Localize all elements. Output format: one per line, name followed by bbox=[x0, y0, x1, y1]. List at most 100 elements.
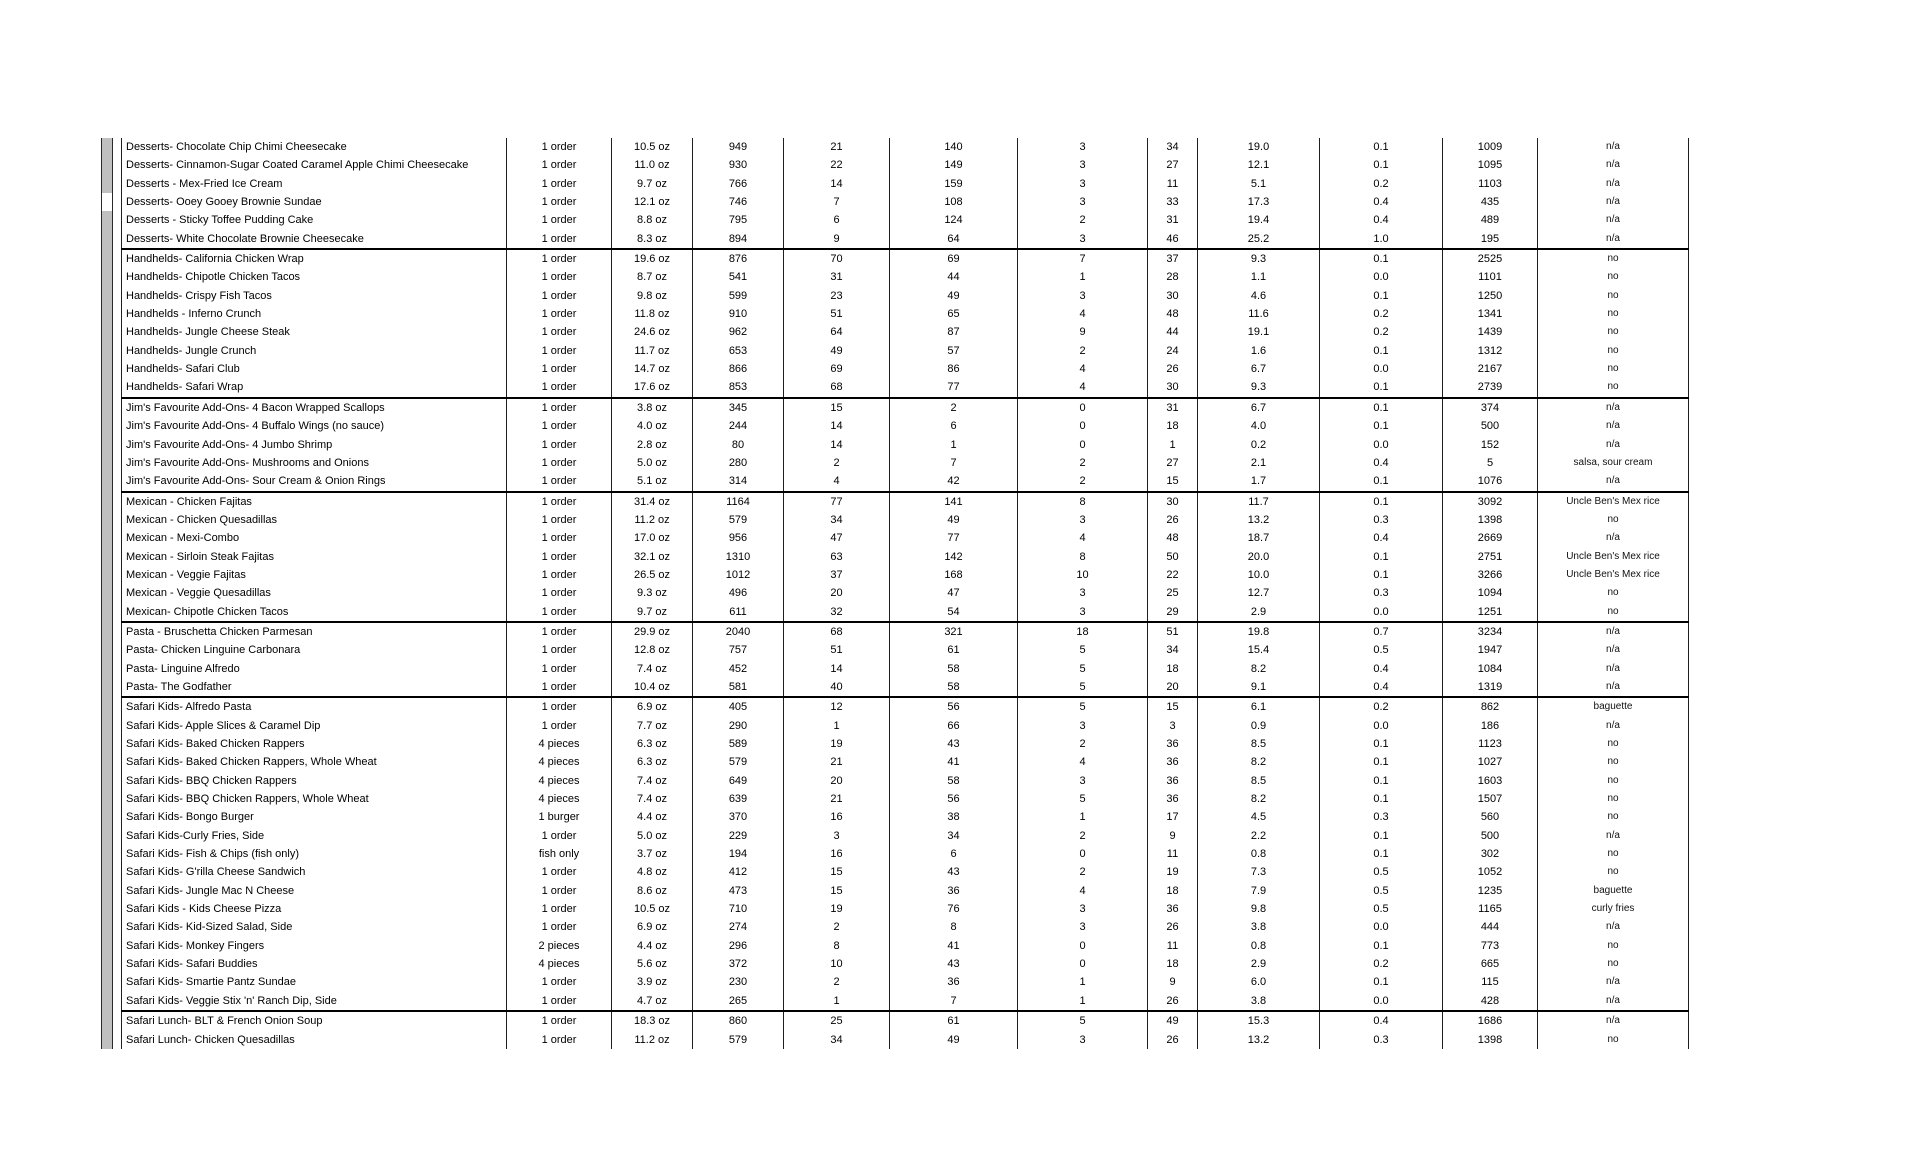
cell-protein[interactable]: 1 bbox=[784, 716, 890, 735]
cell-item-name[interactable]: Jim's Favourite Add-Ons- Sour Cream & On… bbox=[121, 472, 507, 491]
cell-carbs[interactable]: 36 bbox=[890, 881, 1018, 901]
cell-trans-fat[interactable]: 0.1 bbox=[1320, 378, 1443, 397]
cell-trans-fat[interactable]: 0.0 bbox=[1320, 268, 1443, 287]
cell-calories[interactable]: 1164 bbox=[693, 492, 784, 511]
cell-carbs[interactable]: 54 bbox=[890, 602, 1018, 621]
cell-calories[interactable]: 314 bbox=[693, 472, 784, 491]
cell-saturated-fat[interactable]: 1.7 bbox=[1198, 472, 1320, 491]
cell-fibre[interactable]: 5 bbox=[1018, 790, 1148, 809]
cell-trans-fat[interactable]: 0.1 bbox=[1320, 156, 1443, 175]
cell-fibre[interactable]: 3 bbox=[1018, 602, 1148, 621]
cell-item-name[interactable]: Jim's Favourite Add-Ons- 4 Bacon Wrapped… bbox=[121, 398, 507, 418]
cell-saturated-fat[interactable]: 11.7 bbox=[1198, 492, 1320, 511]
cell-fat[interactable]: 25 bbox=[1148, 584, 1198, 603]
cell-trans-fat[interactable]: 0.0 bbox=[1320, 918, 1443, 937]
cell-item-name[interactable]: Safari Kids- Safari Buddies bbox=[121, 955, 507, 974]
cell-weight[interactable]: 17.0 oz bbox=[612, 529, 693, 548]
cell-saturated-fat[interactable]: 2.2 bbox=[1198, 826, 1320, 846]
cell-weight[interactable]: 17.6 oz bbox=[612, 378, 693, 397]
cell-serving-size[interactable]: 1 order bbox=[507, 305, 612, 324]
cell-protein[interactable]: 34 bbox=[784, 1030, 890, 1049]
cell-fat[interactable]: 20 bbox=[1148, 677, 1198, 697]
cell-fibre[interactable]: 4 bbox=[1018, 881, 1148, 901]
cell-weight[interactable]: 19.6 oz bbox=[612, 250, 693, 269]
cell-protein[interactable]: 63 bbox=[784, 547, 890, 566]
cell-side-note[interactable]: no bbox=[1538, 378, 1689, 397]
cell-side-note[interactable]: n/a bbox=[1538, 716, 1689, 735]
cell-side-note[interactable]: n/a bbox=[1538, 472, 1689, 491]
cell-side-note[interactable]: n/a bbox=[1538, 1012, 1689, 1031]
cell-saturated-fat[interactable]: 6.1 bbox=[1198, 698, 1320, 717]
cell-fat[interactable]: 26 bbox=[1148, 918, 1198, 937]
cell-trans-fat[interactable]: 0.4 bbox=[1320, 677, 1443, 697]
cell-item-name[interactable]: Handhelds- Safari Club bbox=[121, 360, 507, 379]
cell-calories[interactable]: 290 bbox=[693, 716, 784, 735]
cell-sodium[interactable]: 1052 bbox=[1443, 863, 1538, 882]
cell-sodium[interactable]: 1027 bbox=[1443, 753, 1538, 772]
cell-item-name[interactable]: Safari Kids- Kid-Sized Salad, Side bbox=[121, 918, 507, 937]
cell-calories[interactable]: 860 bbox=[693, 1012, 784, 1031]
cell-sodium[interactable]: 1439 bbox=[1443, 323, 1538, 342]
cell-serving-size[interactable]: 1 order bbox=[507, 641, 612, 660]
cell-serving-size[interactable]: 4 pieces bbox=[507, 771, 612, 791]
cell-fibre[interactable]: 9 bbox=[1018, 323, 1148, 342]
cell-weight[interactable]: 4.4 oz bbox=[612, 936, 693, 956]
cell-side-note[interactable]: baguette bbox=[1538, 698, 1689, 717]
cell-protein[interactable]: 21 bbox=[784, 790, 890, 809]
cell-side-note[interactable]: no bbox=[1538, 955, 1689, 974]
cell-protein[interactable]: 32 bbox=[784, 602, 890, 621]
cell-carbs[interactable]: 7 bbox=[890, 991, 1018, 1011]
cell-protein[interactable]: 15 bbox=[784, 881, 890, 901]
cell-sodium[interactable]: 1251 bbox=[1443, 602, 1538, 621]
cell-calories[interactable]: 579 bbox=[693, 1030, 784, 1049]
cell-item-name[interactable]: Desserts- Chocolate Chip Chimi Cheesecak… bbox=[121, 138, 507, 157]
cell-side-note[interactable]: n/a bbox=[1538, 641, 1689, 660]
cell-item-name[interactable]: Mexican - Sirloin Steak Fajitas bbox=[121, 547, 507, 566]
cell-fibre[interactable]: 2 bbox=[1018, 735, 1148, 754]
cell-item-name[interactable]: Handhelds - Inferno Crunch bbox=[121, 305, 507, 324]
cell-serving-size[interactable]: 1 order bbox=[507, 622, 612, 642]
cell-calories[interactable]: 579 bbox=[693, 753, 784, 772]
cell-protein[interactable]: 31 bbox=[784, 268, 890, 287]
cell-serving-size[interactable]: 1 order bbox=[507, 881, 612, 901]
cell-fibre[interactable]: 1 bbox=[1018, 973, 1148, 992]
cell-serving-size[interactable]: 4 pieces bbox=[507, 753, 612, 772]
cell-fibre[interactable]: 2 bbox=[1018, 863, 1148, 882]
cell-saturated-fat[interactable]: 7.3 bbox=[1198, 863, 1320, 882]
cell-side-note[interactable]: n/a bbox=[1538, 156, 1689, 175]
cell-side-note[interactable]: n/a bbox=[1538, 435, 1689, 454]
cell-protein[interactable]: 15 bbox=[784, 398, 890, 418]
cell-fat[interactable]: 33 bbox=[1148, 193, 1198, 212]
cell-sodium[interactable]: 1398 bbox=[1443, 1030, 1538, 1049]
cell-weight[interactable]: 11.2 oz bbox=[612, 1030, 693, 1049]
cell-fibre[interactable]: 0 bbox=[1018, 435, 1148, 454]
cell-calories[interactable]: 345 bbox=[693, 398, 784, 418]
cell-protein[interactable]: 19 bbox=[784, 900, 890, 919]
cell-item-name[interactable]: Handhelds- Crispy Fish Tacos bbox=[121, 286, 507, 306]
cell-side-note[interactable]: Uncle Ben's Mex rice bbox=[1538, 565, 1689, 585]
cell-sodium[interactable]: 374 bbox=[1443, 398, 1538, 418]
cell-weight[interactable]: 10.4 oz bbox=[612, 677, 693, 697]
cell-fibre[interactable]: 1 bbox=[1018, 268, 1148, 287]
cell-sodium[interactable]: 5 bbox=[1443, 453, 1538, 473]
cell-carbs[interactable]: 43 bbox=[890, 735, 1018, 754]
cell-item-name[interactable]: Mexican - Veggie Quesadillas bbox=[121, 584, 507, 603]
cell-sodium[interactable]: 1235 bbox=[1443, 881, 1538, 901]
cell-protein[interactable]: 34 bbox=[784, 510, 890, 530]
cell-sodium[interactable]: 3092 bbox=[1443, 492, 1538, 511]
cell-weight[interactable]: 8.8 oz bbox=[612, 211, 693, 230]
cell-weight[interactable]: 6.9 oz bbox=[612, 698, 693, 717]
cell-protein[interactable]: 64 bbox=[784, 323, 890, 342]
cell-sodium[interactable]: 152 bbox=[1443, 435, 1538, 454]
cell-fat[interactable]: 9 bbox=[1148, 826, 1198, 846]
cell-fibre[interactable]: 4 bbox=[1018, 753, 1148, 772]
cell-trans-fat[interactable]: 0.1 bbox=[1320, 973, 1443, 992]
cell-fat[interactable]: 36 bbox=[1148, 900, 1198, 919]
cell-item-name[interactable]: Mexican - Chicken Quesadillas bbox=[121, 510, 507, 530]
cell-calories[interactable]: 894 bbox=[693, 229, 784, 249]
cell-calories[interactable]: 265 bbox=[693, 991, 784, 1011]
cell-protein[interactable]: 8 bbox=[784, 936, 890, 956]
cell-protein[interactable]: 2 bbox=[784, 973, 890, 992]
cell-trans-fat[interactable]: 0.2 bbox=[1320, 305, 1443, 324]
cell-side-note[interactable]: no bbox=[1538, 735, 1689, 754]
